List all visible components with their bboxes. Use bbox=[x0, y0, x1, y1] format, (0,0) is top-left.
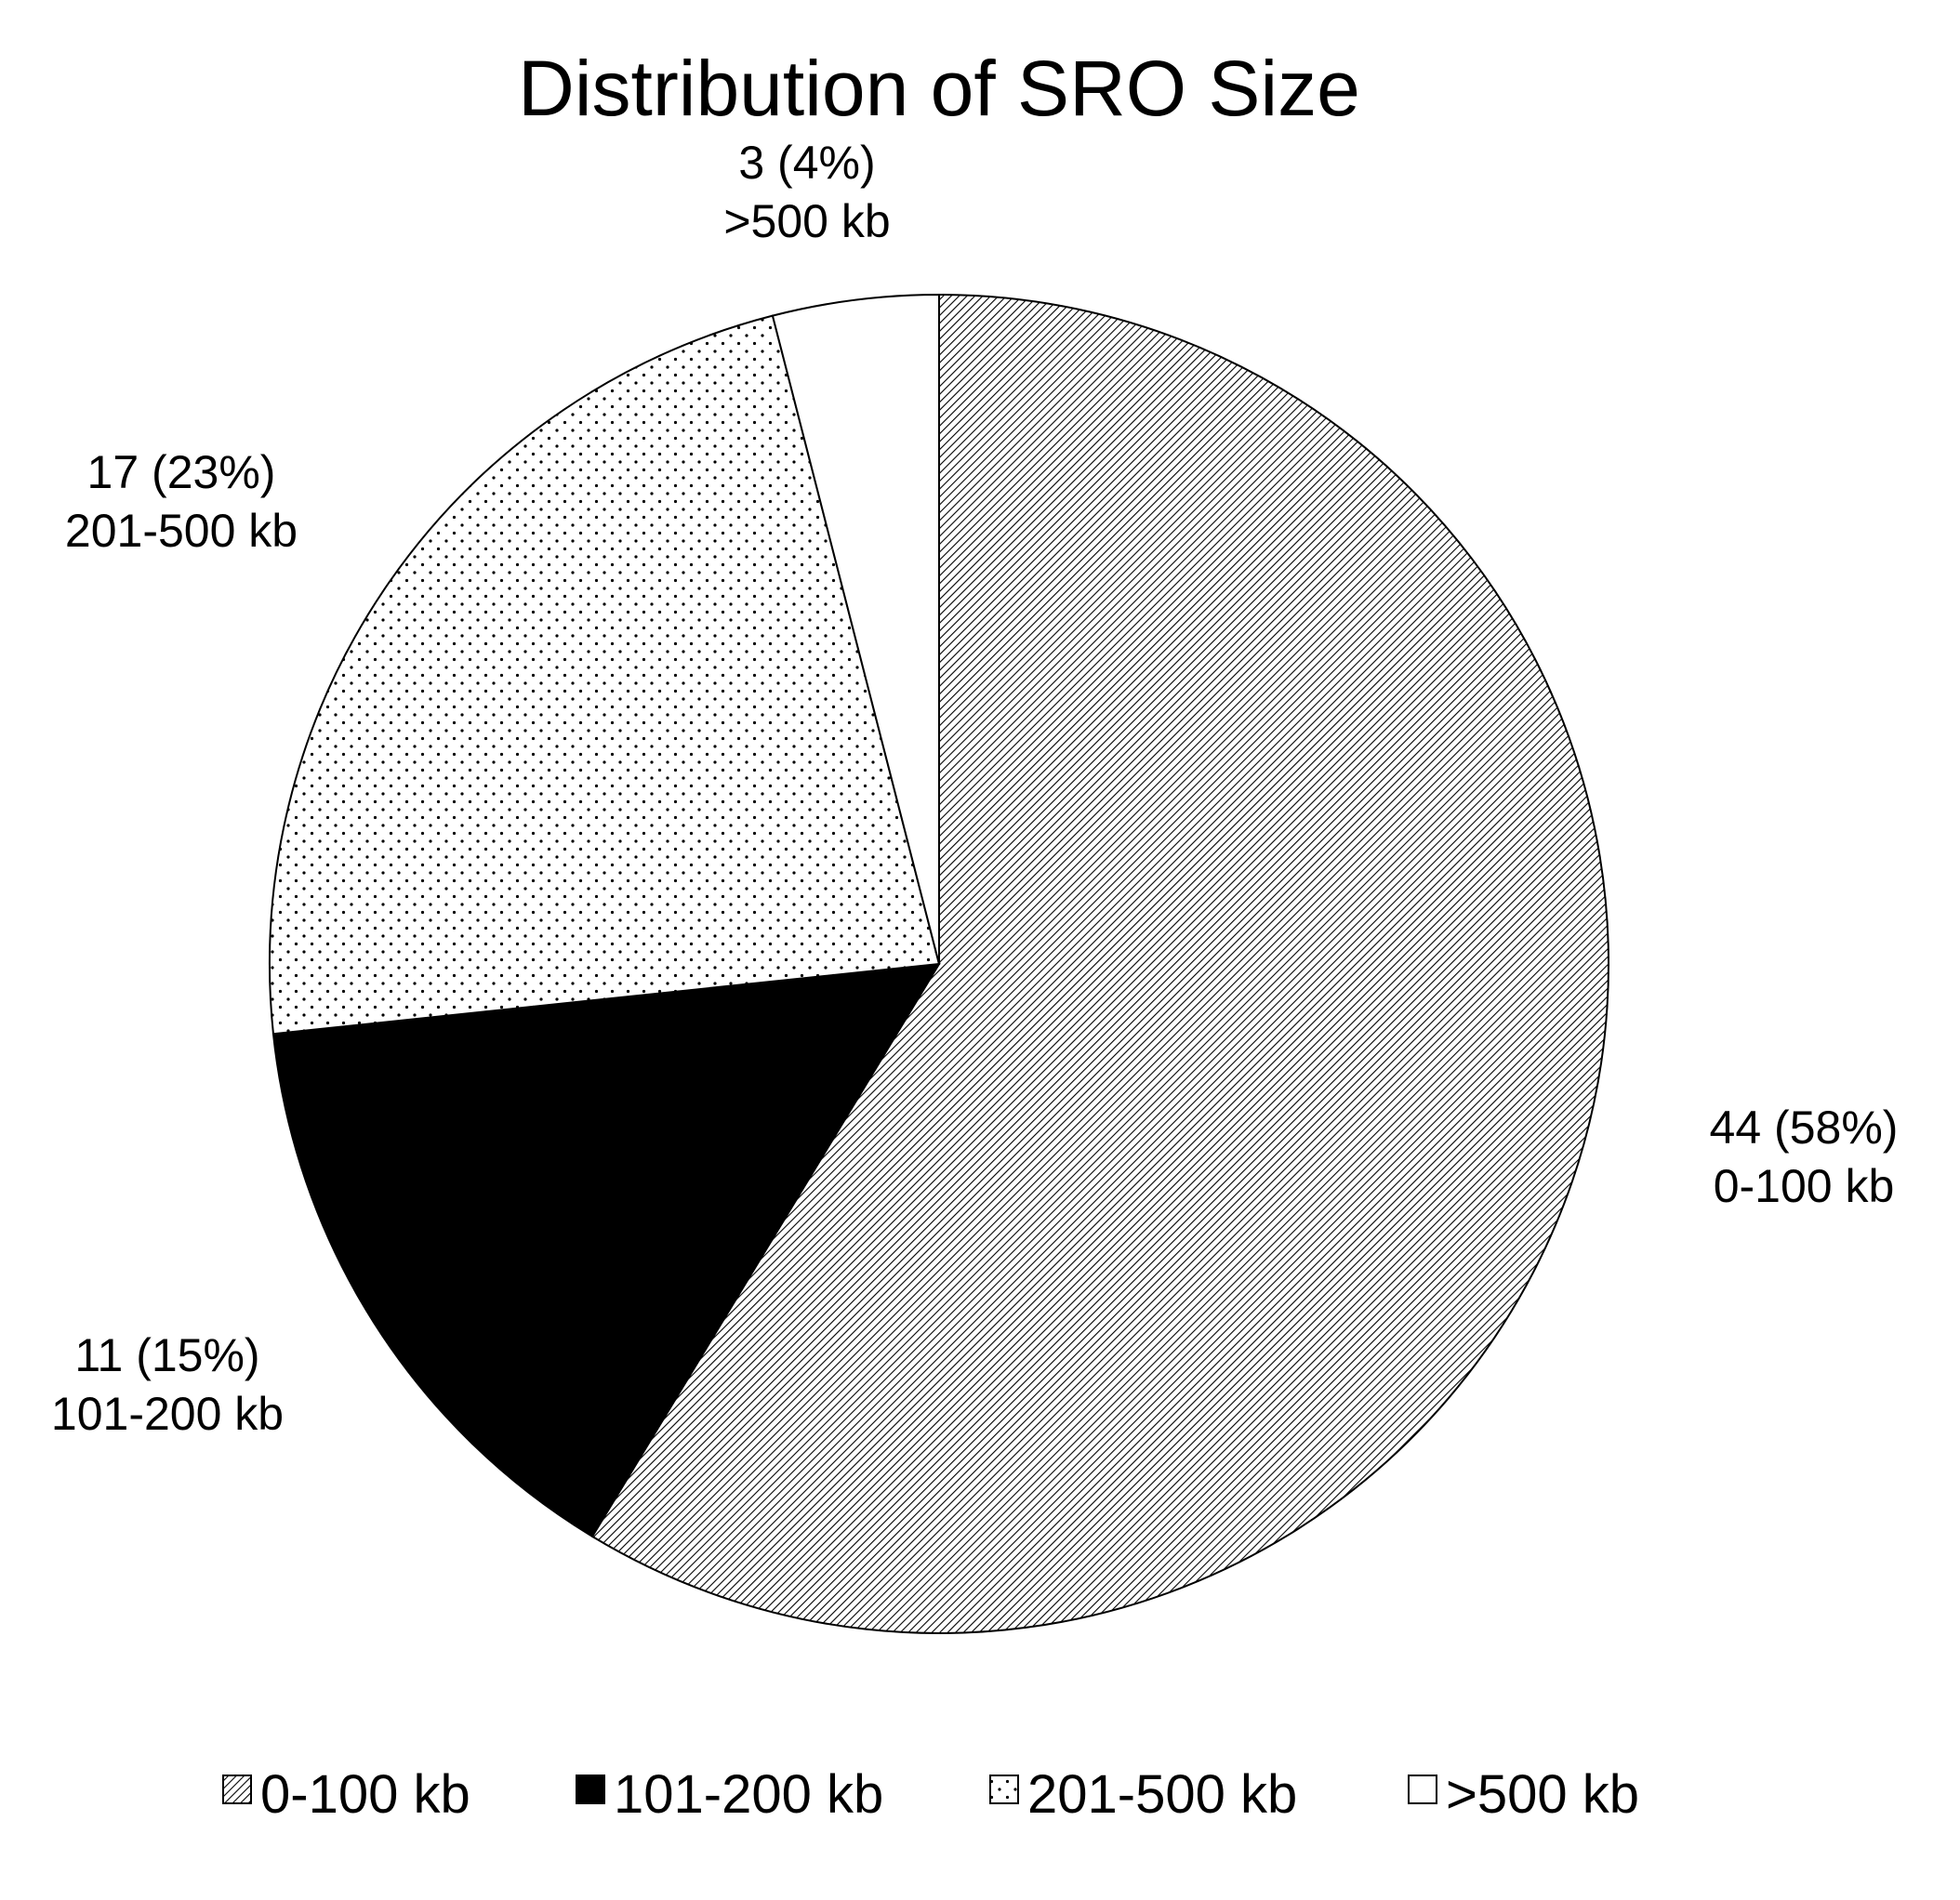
slice-value-label-0-100-kb: 44 (58%) bbox=[1710, 1102, 1899, 1154]
slice-0-100-kb bbox=[590, 293, 1609, 1634]
slice-201-500-kb bbox=[269, 314, 941, 1036]
slice-category-label-101-200-kb: 101-200 kb bbox=[51, 1388, 284, 1440]
slice-category-label-gt500-kb: >500 kb bbox=[723, 195, 890, 247]
legend-label-gt500-kb: >500 kb bbox=[1446, 1764, 1639, 1825]
legend-swatch-201-500-kb bbox=[989, 1775, 1019, 1804]
legend-item-101-200-kb: 101-200 kb bbox=[576, 1764, 883, 1825]
slice-101-200-kb bbox=[271, 962, 941, 1538]
slice-value-label-101-200-kb: 11 (15%) bbox=[74, 1329, 259, 1381]
legend-swatch-0-100-kb bbox=[222, 1775, 252, 1804]
slice-labels: 44 (58%) 0-100 kb 11 (15%) 101-200 kb 17 (23… bbox=[51, 137, 1899, 1440]
chart-title: Distribution of SRO Size bbox=[518, 45, 1360, 132]
legend-swatch-101-200-kb bbox=[576, 1775, 605, 1804]
legend-swatch-gt500-kb bbox=[1408, 1775, 1437, 1804]
slice-gt500-kb bbox=[771, 293, 940, 965]
legend-item-gt500-kb: >500 kb bbox=[1408, 1764, 1639, 1825]
pie-slices bbox=[269, 293, 1609, 1634]
legend-item-201-500-kb: 201-500 kb bbox=[989, 1764, 1297, 1825]
slice-category-label-201-500-kb: 201-500 kb bbox=[65, 505, 298, 557]
slice-category-label-0-100-kb: 0-100 kb bbox=[1714, 1160, 1895, 1212]
slice-value-label-gt500-kb: 3 (4%) bbox=[738, 137, 875, 189]
legend-label-201-500-kb: 201-500 kb bbox=[1027, 1764, 1297, 1825]
slice-value-label-201-500-kb: 17 (23%) bbox=[87, 446, 276, 498]
legend: 0-100 kb 101-200 kb 201-500 kb >500 kb bbox=[222, 1764, 1639, 1825]
legend-label-0-100-kb: 0-100 kb bbox=[260, 1764, 470, 1825]
legend-label-101-200-kb: 101-200 kb bbox=[614, 1764, 883, 1825]
legend-item-0-100-kb: 0-100 kb bbox=[222, 1764, 470, 1825]
